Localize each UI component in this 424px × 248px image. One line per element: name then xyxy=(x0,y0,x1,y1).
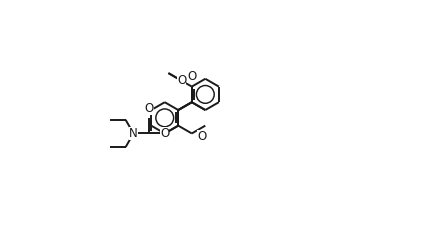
Text: N: N xyxy=(129,127,138,140)
Text: O: O xyxy=(177,74,187,87)
Text: O: O xyxy=(160,127,169,140)
Text: O: O xyxy=(197,130,206,143)
Text: O: O xyxy=(187,70,196,83)
Text: O: O xyxy=(145,101,154,115)
